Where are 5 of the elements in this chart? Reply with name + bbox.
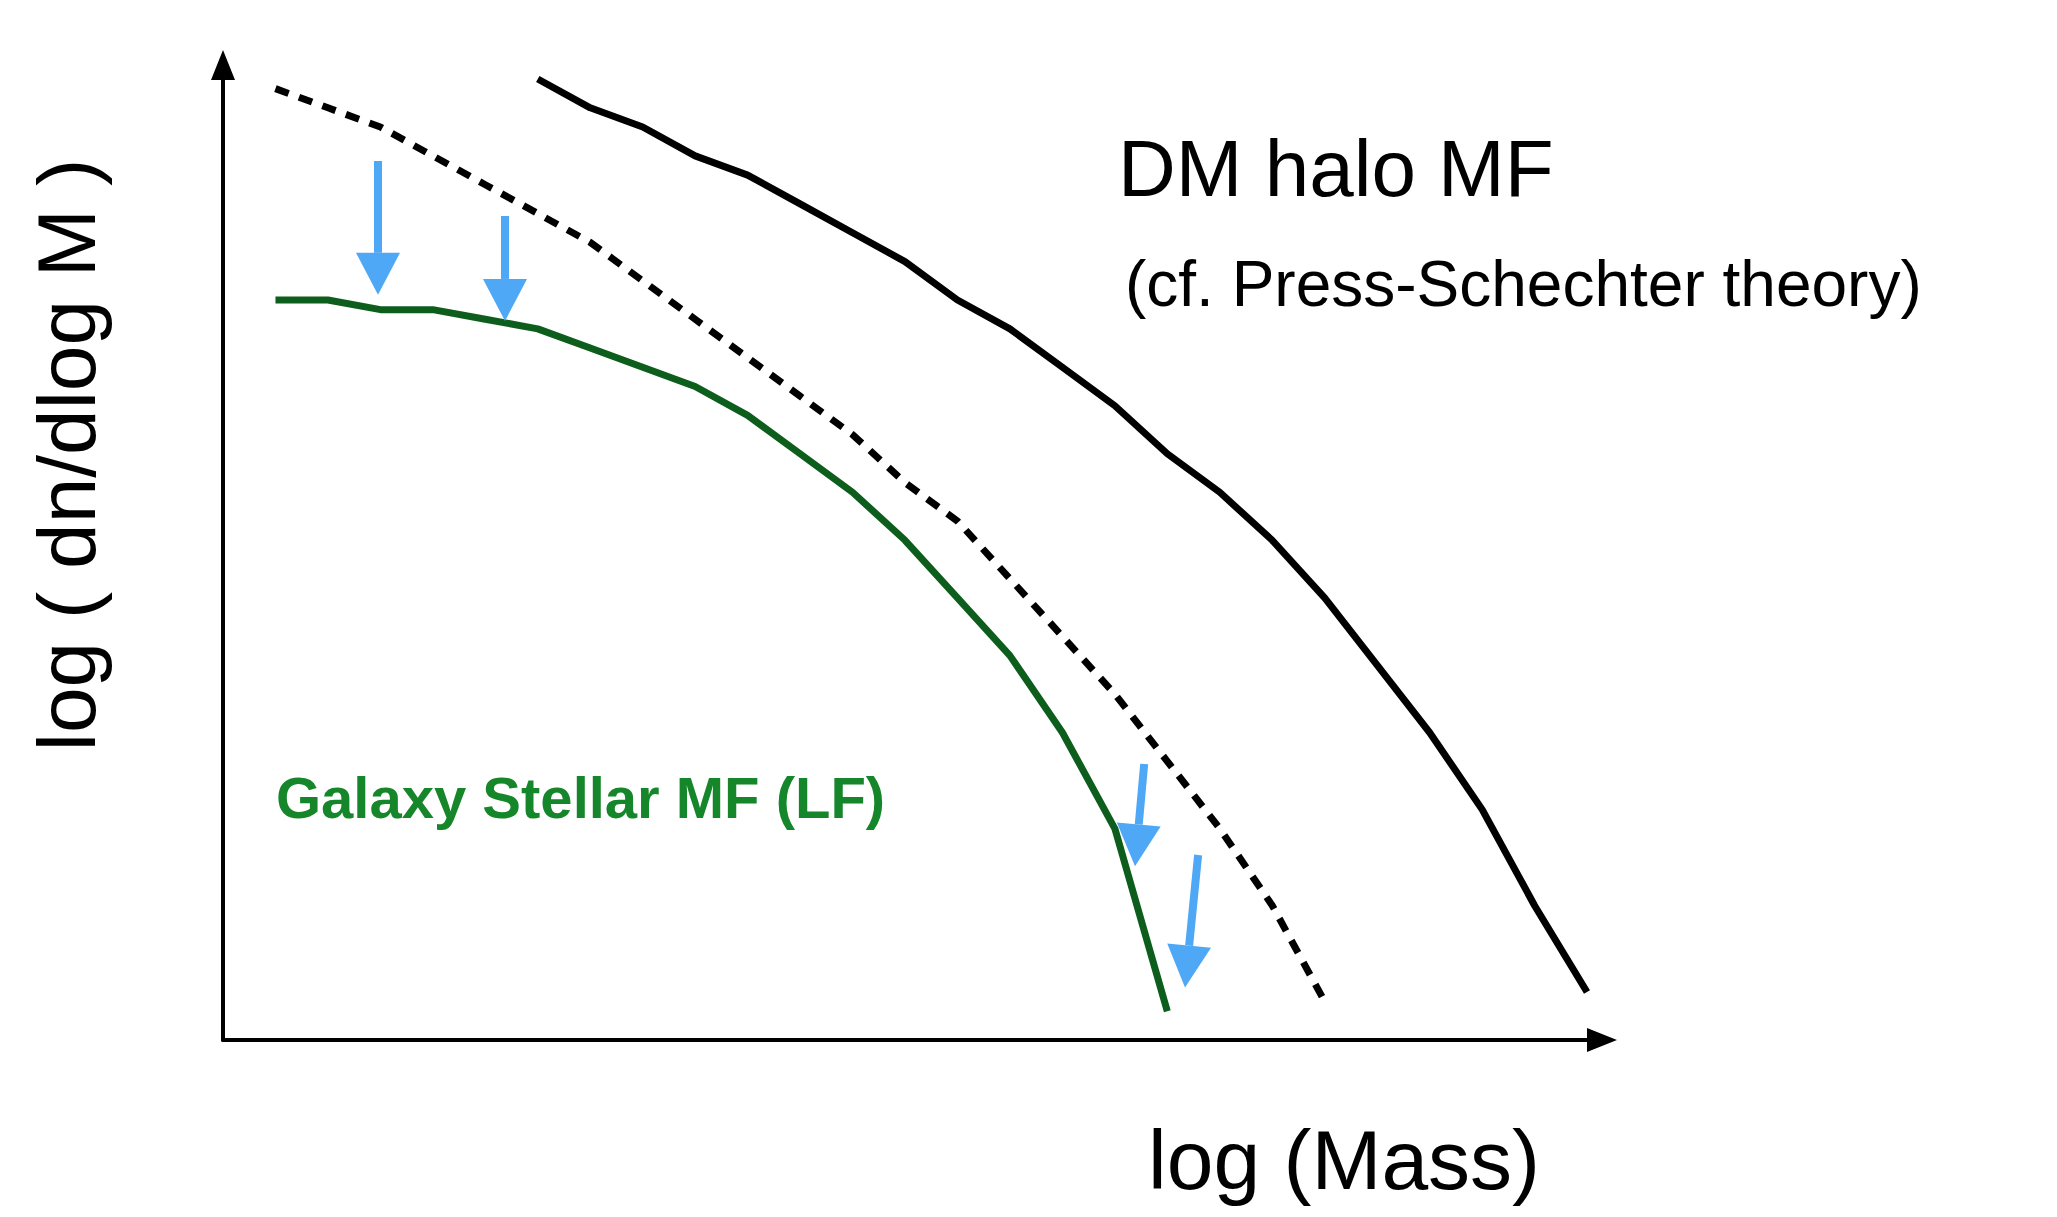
series-label: DM halo MF [1118,123,1554,213]
text: Galaxy Stellar MF (LF) [276,764,886,830]
y-axis-title: log ( dn/dlog M ) [20,158,112,752]
x-axis-title: log (Mass) [1148,1113,1541,1207]
annotation: (cf. Press-Schechter theory) [1125,248,1922,320]
